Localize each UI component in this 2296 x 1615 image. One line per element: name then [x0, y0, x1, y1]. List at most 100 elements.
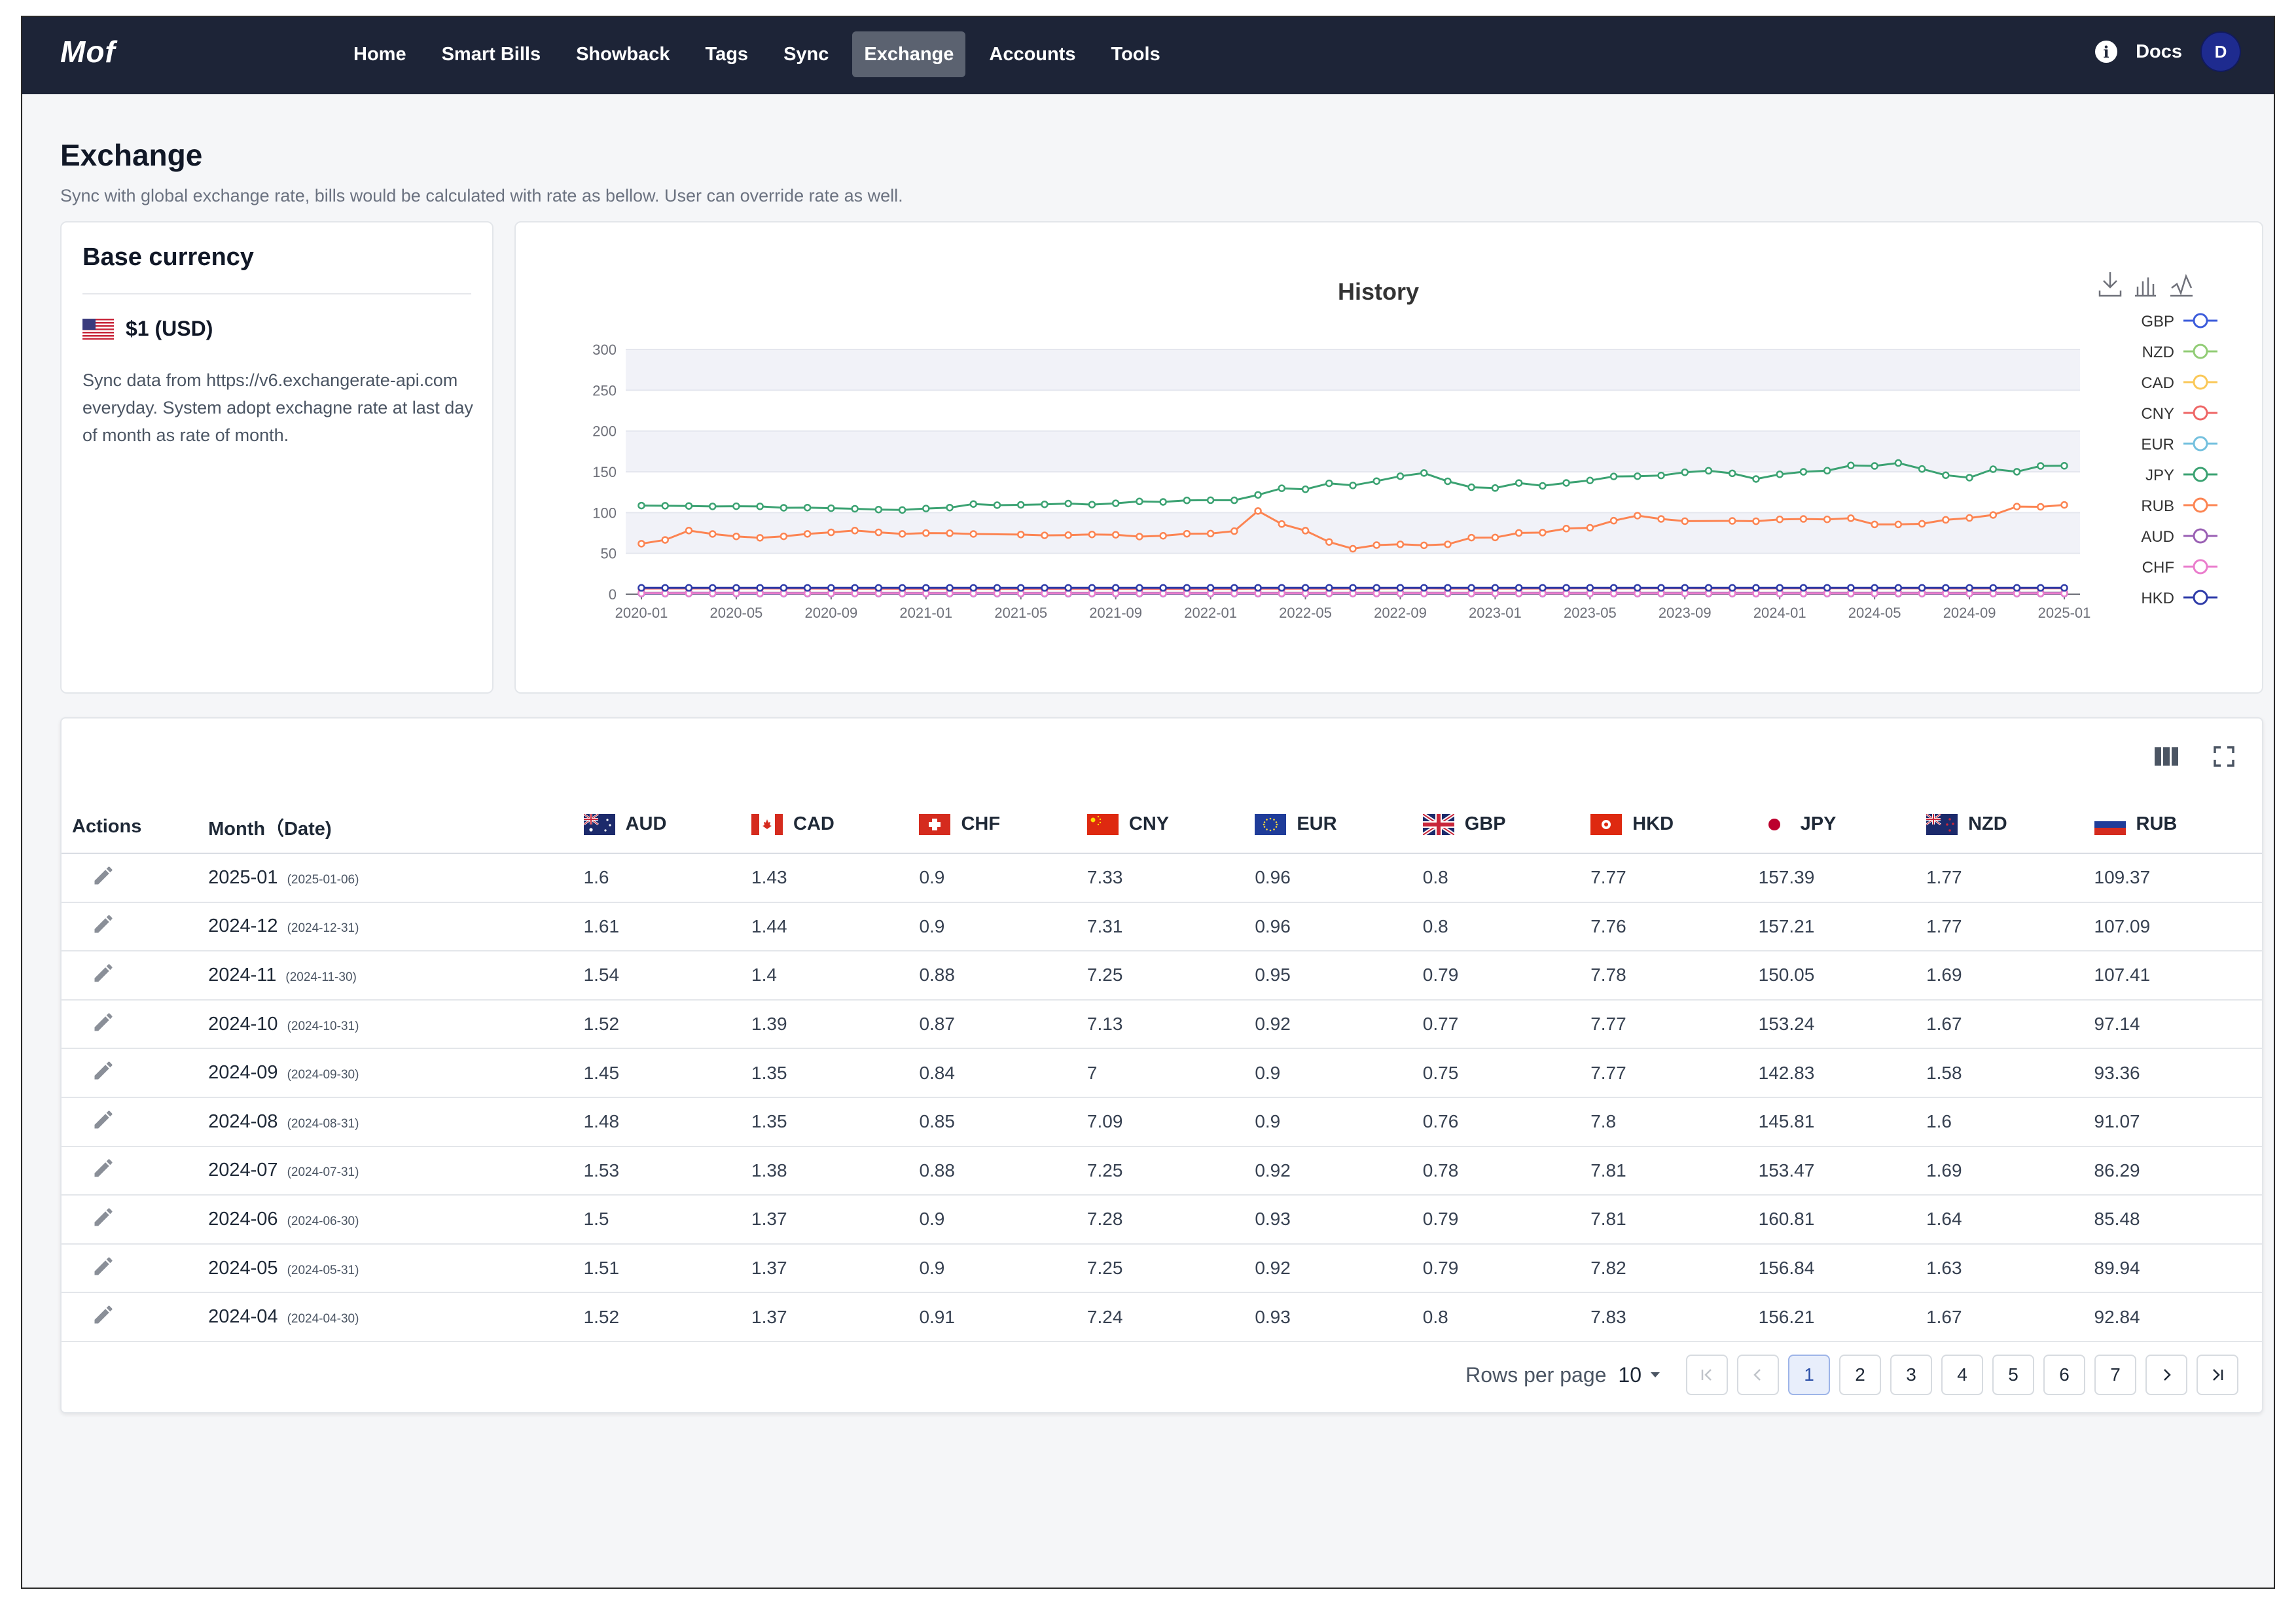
data-point-rub[interactable] [1183, 529, 1191, 538]
data-point-jpy[interactable] [756, 503, 764, 510]
nav-item-tags[interactable]: Tags [705, 43, 749, 65]
data-point-jpy[interactable] [1515, 479, 1523, 487]
data-point-hkd[interactable] [1159, 584, 1167, 592]
data-point-rub[interactable] [1444, 541, 1452, 548]
header-hkd[interactable]: HKD [1590, 801, 1759, 854]
page-button-5[interactable]: 5 [1992, 1355, 2034, 1395]
data-point-hkd[interactable] [1301, 584, 1310, 592]
data-point-rub[interactable] [1894, 520, 1903, 529]
page-button-7[interactable]: 7 [2094, 1355, 2136, 1395]
data-point-rub[interactable] [1752, 517, 1760, 525]
data-point-hkd[interactable] [1515, 584, 1523, 592]
data-point-rub[interactable] [2037, 503, 2045, 511]
legend-label-gbp[interactable]: GBP [2141, 313, 2174, 330]
data-point-rub[interactable] [1942, 516, 1950, 524]
data-point-jpy[interactable] [1776, 470, 1784, 478]
legend-marker-cny[interactable] [2193, 405, 2208, 421]
data-point-hkd[interactable] [922, 584, 930, 592]
data-point-hkd[interactable] [1823, 584, 1831, 592]
data-point-hkd[interactable] [661, 584, 669, 592]
data-point-rub[interactable] [898, 530, 906, 538]
header-chf[interactable]: CHF [919, 801, 1087, 854]
data-point-jpy[interactable] [1728, 469, 1736, 478]
nav-item-sync[interactable]: Sync [783, 43, 829, 65]
data-point-rub[interactable] [1918, 520, 1926, 528]
data-point-rub[interactable] [1372, 541, 1380, 549]
data-point-hkd[interactable] [1871, 584, 1878, 592]
page-button-4[interactable]: 4 [1941, 1355, 1983, 1395]
data-point-rub[interactable] [1396, 541, 1405, 548]
data-point-rub[interactable] [1776, 515, 1784, 524]
data-point-rub[interactable] [874, 528, 883, 537]
data-point-hkd[interactable] [1230, 584, 1238, 592]
user-avatar[interactable]: D [2200, 31, 2241, 72]
data-point-jpy[interactable] [1041, 500, 1049, 508]
header-aud[interactable]: AUD [583, 801, 752, 854]
edit-pencil-icon[interactable] [92, 961, 115, 989]
page-button-2[interactable]: 2 [1839, 1355, 1881, 1395]
data-point-hkd[interactable] [1016, 584, 1025, 592]
data-point-hkd[interactable] [946, 584, 954, 592]
data-point-jpy[interactable] [1942, 471, 1950, 479]
nav-item-smart-bills[interactable]: Smart Bills [441, 43, 541, 65]
data-point-jpy[interactable] [2037, 462, 2045, 470]
nav-item-accounts[interactable]: Accounts [989, 43, 1076, 65]
first-page-button[interactable] [1686, 1355, 1728, 1395]
data-point-jpy[interactable] [1420, 469, 1428, 477]
data-point-hkd[interactable] [1728, 584, 1736, 592]
nav-item-showback[interactable]: Showback [576, 43, 670, 65]
data-point-rub[interactable] [1681, 517, 1689, 525]
data-point-hkd[interactable] [2013, 584, 2021, 592]
data-point-jpy[interactable] [1349, 482, 1357, 489]
data-point-rub[interactable] [1159, 531, 1167, 540]
header-gbp[interactable]: GBP [1422, 801, 1591, 854]
data-point-jpy[interactable] [1871, 462, 1878, 470]
data-point-hkd[interactable] [1278, 584, 1286, 592]
data-point-rub[interactable] [1136, 533, 1143, 541]
data-point-hkd[interactable] [1254, 584, 1262, 592]
columns-icon[interactable] [2152, 742, 2181, 771]
header-nzd[interactable]: NZD [1926, 801, 2094, 854]
brand-logo[interactable]: Mof [60, 35, 116, 69]
data-point-hkd[interactable] [732, 584, 740, 592]
data-point-rub[interactable] [803, 530, 812, 538]
data-point-jpy[interactable] [708, 503, 717, 510]
rows-per-page-select[interactable]: 10 [1618, 1363, 1661, 1387]
data-point-rub[interactable] [1491, 533, 1499, 542]
data-point-hkd[interactable] [1776, 584, 1784, 592]
data-point-hkd[interactable] [685, 584, 693, 592]
data-point-hkd[interactable] [1847, 584, 1855, 592]
data-point-rub[interactable] [780, 532, 788, 541]
data-point-jpy[interactable] [1136, 497, 1143, 506]
data-point-hkd[interactable] [708, 584, 717, 592]
data-point-hkd[interactable] [1088, 584, 1096, 592]
data-point-hkd[interactable] [851, 584, 859, 592]
data-point-rub[interactable] [1562, 525, 1570, 533]
header-eur[interactable]: EUR [1255, 801, 1423, 854]
data-point-jpy[interactable] [1016, 501, 1025, 509]
nav-item-tools[interactable]: Tools [1111, 43, 1160, 65]
data-point-hkd[interactable] [756, 584, 764, 592]
data-point-rub[interactable] [1349, 544, 1357, 553]
data-point-jpy[interactable] [685, 502, 693, 510]
data-point-hkd[interactable] [1657, 584, 1665, 592]
page-button-6[interactable]: 6 [2043, 1355, 2085, 1395]
data-point-rub[interactable] [1064, 531, 1072, 539]
data-point-hkd[interactable] [1041, 584, 1049, 592]
data-point-jpy[interactable] [1088, 501, 1096, 508]
data-point-jpy[interactable] [1467, 483, 1475, 491]
data-point-hkd[interactable] [780, 584, 788, 592]
data-point-rub[interactable] [1847, 514, 1855, 522]
data-point-hkd[interactable] [1467, 584, 1475, 592]
data-point-rub[interactable] [708, 530, 717, 538]
data-point-rub[interactable] [1634, 512, 1641, 520]
data-point-rub[interactable] [1467, 533, 1475, 542]
data-point-hkd[interactable] [1136, 584, 1143, 592]
data-point-hkd[interactable] [1064, 584, 1072, 592]
data-point-rub[interactable] [1989, 511, 1998, 519]
data-point-hkd[interactable] [1609, 584, 1618, 592]
data-point-hkd[interactable] [1325, 584, 1333, 592]
data-point-jpy[interactable] [2013, 468, 2021, 476]
data-point-jpy[interactable] [1989, 465, 1998, 473]
data-point-rub[interactable] [661, 536, 669, 544]
